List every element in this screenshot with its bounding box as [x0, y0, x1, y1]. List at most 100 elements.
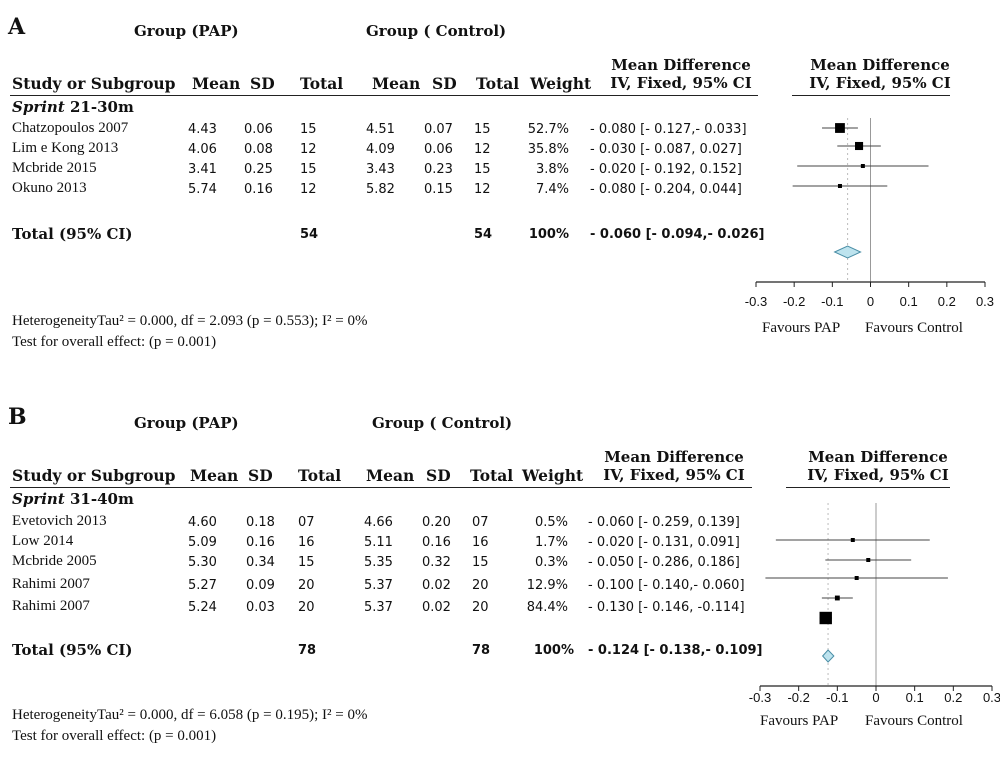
x-tick-label: -0.2 — [783, 294, 805, 309]
mean-control: 5.37 — [364, 600, 393, 615]
favours-pap-label: Favours PAP — [760, 713, 839, 729]
sd-pap: 0.03 — [246, 600, 275, 615]
mean-pap: 3.41 — [188, 162, 217, 177]
heterogeneity-text: HeterogeneityTau² = 0.000, df = 6.058 (p… — [12, 707, 368, 723]
header-total-pap: Total — [298, 466, 342, 485]
study-point-marker — [819, 611, 832, 625]
total-control: 20 — [472, 578, 489, 593]
x-tick-label: -0.1 — [821, 294, 843, 309]
total-ci-text: - 0.124 [- 0.138,- 0.109] — [588, 643, 763, 658]
study-name: Evetovich 2013 — [12, 513, 107, 529]
header-weight: Weight — [530, 74, 592, 93]
total-pap: 78 — [298, 643, 317, 658]
group-control-heading: Group ( Control) — [366, 22, 507, 40]
sd-control: 0.02 — [422, 578, 451, 593]
subgroup-label: Sprint 31-40m — [12, 490, 134, 508]
weight: 3.8% — [535, 162, 569, 177]
header-mean-pap: Mean — [192, 74, 241, 93]
ci-text: - 0.020 [- 0.192, 0.152] — [590, 162, 742, 177]
mean-pap: 4.60 — [188, 515, 217, 530]
md-heading-line2: IV, Fixed, 95% CI — [610, 74, 752, 92]
mean-control: 4.09 — [366, 142, 395, 157]
ci-text: - 0.030 [- 0.087, 0.027] — [590, 142, 742, 157]
mean-control: 5.35 — [364, 555, 393, 570]
header-total-pap: Total — [300, 74, 344, 93]
sd-control: 0.23 — [424, 162, 453, 177]
study-name: Rahimi 2007 — [12, 598, 90, 614]
favours-control-label: Favours Control — [865, 713, 963, 729]
heterogeneity-text: HeterogeneityTau² = 0.000, df = 2.093 (p… — [12, 313, 368, 329]
mean-pap: 5.30 — [188, 555, 217, 570]
md-heading-line1: Mean Difference — [611, 56, 751, 74]
mean-control: 5.37 — [364, 578, 393, 593]
study-point-marker — [837, 184, 842, 188]
sd-control: 0.32 — [422, 555, 451, 570]
total-ci-text: - 0.060 [- 0.094,- 0.026] — [590, 227, 765, 242]
total-pap: 54 — [300, 227, 319, 242]
group-pap-heading: Group (PAP) — [134, 22, 239, 40]
weight: 0.3% — [534, 555, 568, 570]
mean-control: 5.11 — [364, 535, 393, 550]
study-name: Chatzopoulos 2007 — [12, 120, 129, 136]
sd-pap: 0.16 — [244, 182, 273, 197]
total-pap: 07 — [298, 515, 315, 530]
mean-pap: 5.27 — [188, 578, 217, 593]
total-pap: 12 — [300, 142, 317, 157]
study-name: Mcbride 2005 — [12, 553, 97, 569]
x-tick-label: 0 — [867, 294, 874, 309]
favours-pap-label: Favours PAP — [762, 320, 841, 336]
header-sd-control: SD — [426, 466, 451, 485]
weight: 0.5% — [534, 515, 568, 530]
study-name: Lim e Kong 2013 — [12, 140, 119, 156]
header-rule — [10, 487, 752, 488]
sd-control: 0.15 — [424, 182, 453, 197]
sd-control: 0.06 — [424, 142, 453, 157]
total-label: Total (95% CI) — [12, 225, 133, 243]
ci-text: - 0.130 [- 0.146, -0.114] — [588, 600, 745, 615]
mean-pap: 4.06 — [188, 142, 217, 157]
plot-heading-line2: IV, Fixed, 95% CI — [809, 74, 951, 92]
sd-pap: 0.06 — [244, 122, 273, 137]
study-point-marker — [866, 558, 871, 562]
subgroup-label: Sprint 21-30m — [12, 98, 134, 116]
total-control: 78 — [472, 643, 491, 658]
total-control: 15 — [474, 122, 491, 137]
header-sd-pap: SD — [248, 466, 273, 485]
sd-pap: 0.09 — [246, 578, 275, 593]
panel-letter: A — [8, 14, 26, 40]
header-mean-control: Mean — [366, 466, 415, 485]
header-total-control: Total — [470, 466, 514, 485]
weight: 84.4% — [526, 600, 568, 615]
total-pap: 20 — [298, 600, 315, 615]
pooled-diamond — [833, 245, 862, 259]
md-column-heading: Mean Difference IV, Fixed, 95% CI — [603, 56, 759, 92]
x-tick-label: 0.2 — [938, 294, 956, 309]
header-study: Study or Subgroup — [12, 74, 176, 93]
mean-control: 4.51 — [366, 122, 395, 137]
total-control: 15 — [474, 162, 491, 177]
sd-control: 0.07 — [424, 122, 453, 137]
mean-pap: 4.43 — [188, 122, 217, 137]
sd-control: 0.20 — [422, 515, 451, 530]
sd-pap: 0.18 — [246, 515, 275, 530]
sd-pap: 0.08 — [244, 142, 273, 157]
x-tick-label: -0.2 — [787, 690, 809, 705]
total-pap: 16 — [298, 535, 315, 550]
header-study: Study or Subgroup — [12, 466, 176, 485]
total-pap: 20 — [298, 578, 315, 593]
sd-pap: 0.34 — [246, 555, 275, 570]
x-tick-label: -0.1 — [826, 690, 848, 705]
study-point-marker — [835, 123, 845, 133]
header-mean-control: Mean — [372, 74, 421, 93]
subgroup-rest: 31-40m — [64, 490, 134, 508]
total-control: 12 — [474, 182, 491, 197]
x-tick-label: 0 — [872, 690, 879, 705]
group-control-heading: Group ( Control) — [372, 414, 513, 432]
x-tick-label: 0.1 — [900, 294, 918, 309]
x-tick-label: -0.3 — [749, 690, 771, 705]
md-heading-line1: Mean Difference — [604, 448, 744, 466]
header-mean-pap: Mean — [190, 466, 239, 485]
sd-pap: 0.16 — [246, 535, 275, 550]
ci-text: - 0.020 [- 0.131, 0.091] — [588, 535, 740, 550]
